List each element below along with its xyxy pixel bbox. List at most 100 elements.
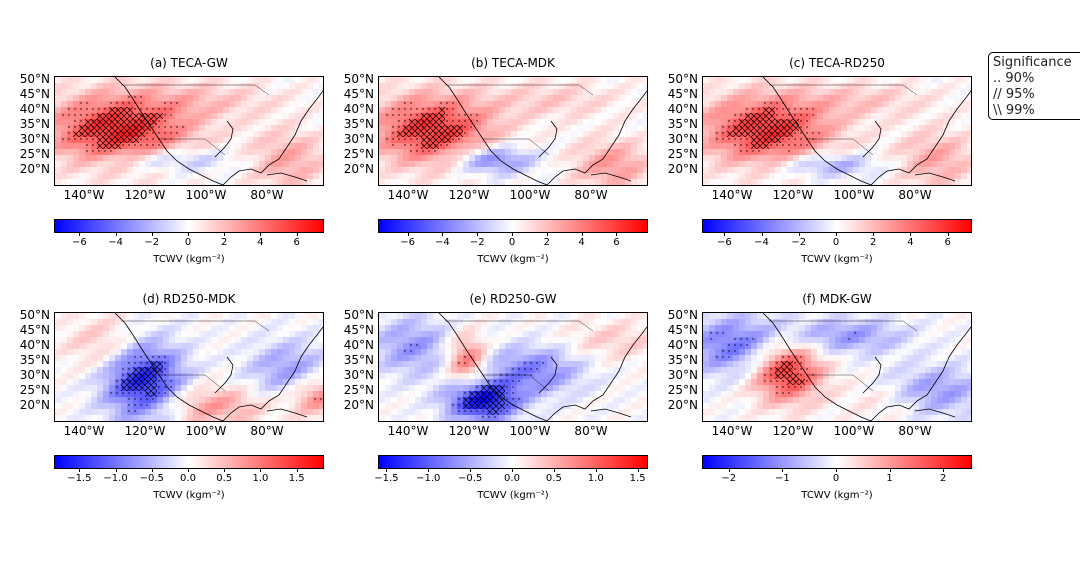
colorbar-tick-mark [260, 233, 262, 236]
tcwv-anomaly-map [54, 76, 324, 186]
colorbar-tick-label: −1.5 [374, 473, 399, 484]
coastline [762, 313, 971, 421]
latitude-label: 35°N [19, 117, 50, 131]
colorbar-tick-mark [442, 233, 444, 236]
colorbar-tick-mark [79, 233, 81, 236]
legend-item-90: .. 90% [993, 71, 1035, 86]
colorbar-tick-label: 1.5 [288, 473, 305, 484]
latitude-label: 45°N [667, 323, 698, 337]
colorbar-tick-mark [151, 233, 153, 236]
latitude-label: 50°N [19, 308, 50, 322]
latitude-label: 20°N [667, 162, 698, 176]
longitude-label: 140°W [711, 424, 753, 438]
significance-legend: Significance .. 90% // 95% \\ 99% [988, 52, 1080, 120]
colorbar-tick-label: 6 [293, 237, 300, 248]
colorbar-ticks: −1.5 −1.0 −0.5 0.0 0.5 1.0 1.5 [374, 469, 648, 484]
longitude-label: 100°W [833, 188, 875, 202]
colorbar-tick-label: 4 [578, 237, 585, 248]
tcwv-anomaly-map [54, 312, 324, 422]
colorbar-tick-label: −1.5 [67, 473, 92, 484]
colorbar-tick-label: 0.5 [216, 473, 233, 484]
country-border [445, 84, 594, 156]
latitude-label: 25°N [343, 147, 374, 161]
panel-title: (f) MDK-GW [802, 292, 872, 306]
colorbar-tick-mark [428, 469, 430, 472]
latitude-label: 25°N [343, 383, 374, 397]
country-border [769, 320, 918, 392]
colorbar-label: TCWV (kgm⁻²) [153, 490, 225, 501]
colorbar-tick-mark [188, 233, 189, 236]
colorbar-tick-label: −4 [108, 237, 123, 248]
colorbar-tick-label: 0 [832, 473, 840, 484]
colorbar-tick-label: −1.0 [416, 473, 441, 484]
colorbar-label: TCWV (kgm⁻²) [801, 490, 873, 501]
longitude-label: 100°W [833, 424, 875, 438]
latitude-labels: 50°N 45°N 40°N 35°N 30°N 25°N 20°N [16, 72, 50, 177]
longitude-label: 120°W [772, 188, 814, 202]
latitude-label: 40°N [19, 102, 50, 116]
longitude-label: 140°W [63, 424, 105, 438]
map-field [379, 77, 647, 185]
colorbar-tick-mark [910, 233, 912, 236]
longitude-label: 100°W [185, 188, 227, 202]
latitude-label: 35°N [667, 117, 698, 131]
longitude-label: 100°W [185, 424, 227, 438]
latitude-label: 20°N [343, 398, 374, 412]
country-border [121, 320, 270, 392]
colorbar-tick-label: 0 [832, 237, 840, 248]
colorbar-tick-mark [477, 233, 479, 236]
latitude-label: 30°N [667, 132, 698, 146]
colorbar-tick-label: −2 [469, 237, 485, 248]
colorbar-tick-label: 2 [543, 237, 550, 248]
latitude-label: 30°N [19, 368, 50, 382]
colorbar [702, 455, 972, 469]
latitude-labels: 50°N 45°N 40°N 35°N 30°N 25°N 20°N [16, 308, 50, 413]
latitude-label: 45°N [19, 87, 50, 101]
colorbar-ticks: −1.5 −1.0 −0.5 0.0 0.5 1.0 1.5 [54, 469, 324, 484]
colorbar [54, 219, 324, 233]
colorbar-tick-mark [798, 233, 800, 236]
colorbar-tick-mark [224, 469, 226, 472]
colorbar-tick-mark [761, 233, 763, 236]
country-border [445, 320, 594, 392]
latitude-label: 35°N [343, 117, 374, 131]
colorbar-tick-label: −1 [775, 473, 790, 484]
colorbar-label: TCWV (kgm⁻²) [477, 254, 549, 265]
latitude-label: 35°N [343, 353, 374, 367]
colorbar-tick-label: 0 [508, 237, 516, 248]
map-field [703, 77, 971, 185]
coastline [762, 77, 971, 185]
longitude-labels: 140°W 120°W 100°W 80°W [54, 424, 324, 440]
colorbar-tick-mark [782, 469, 784, 472]
colorbar-tick-label: 2 [940, 473, 947, 484]
panel-title: (d) RD250-MDK [142, 292, 236, 306]
longitude-label: 120°W [124, 424, 166, 438]
longitude-labels: 140°W 120°W 100°W 80°W [702, 424, 972, 440]
colorbar-tick-label: −4 [754, 237, 769, 248]
colorbar-tick-label: 6 [613, 237, 620, 248]
colorbar-label: TCWV (kgm⁻²) [153, 254, 225, 265]
latitude-label: 40°N [667, 102, 698, 116]
longitude-label: 140°W [711, 188, 753, 202]
colorbar-tick-mark [595, 469, 597, 472]
latitude-label: 50°N [343, 72, 374, 86]
colorbar-tick-mark [947, 233, 949, 236]
latitude-label: 20°N [19, 398, 50, 412]
tcwv-anomaly-map [378, 312, 648, 422]
latitude-label: 45°N [19, 323, 50, 337]
colorbar-tick-label: 0.0 [504, 473, 520, 484]
colorbar-tick-mark [296, 233, 298, 236]
colorbar-tick-label: 1.5 [629, 473, 646, 484]
latitude-label: 45°N [667, 87, 698, 101]
colorbar-tick-label: 0 [184, 237, 192, 248]
longitude-label: 80°W [898, 188, 932, 202]
longitude-label: 140°W [387, 188, 429, 202]
colorbar-tick-label: −0.5 [457, 473, 483, 484]
latitude-label: 50°N [667, 308, 698, 322]
longitude-label: 140°W [387, 424, 429, 438]
longitude-label: 120°W [448, 424, 490, 438]
colorbar-ticks: −2 −1 0 1 2 [702, 469, 972, 484]
colorbar-tick-mark [151, 469, 153, 472]
colorbar-ticks: −6 −4 −2 0 2 4 6 [54, 233, 324, 248]
colorbar-tick-mark [296, 469, 298, 472]
